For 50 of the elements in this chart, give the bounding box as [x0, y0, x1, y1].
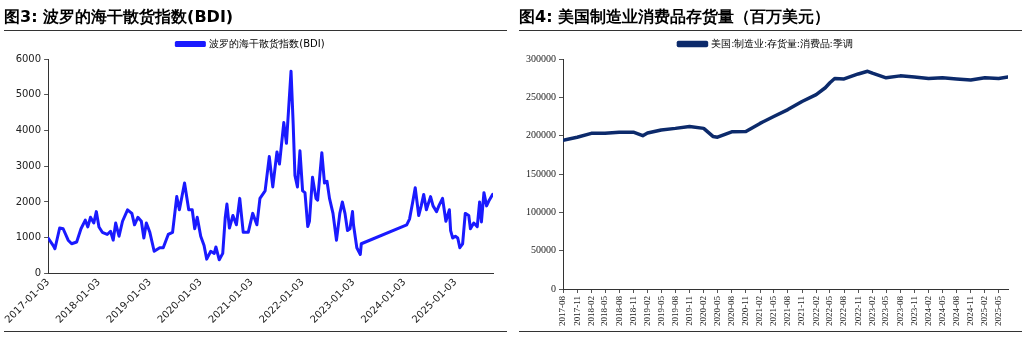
x-tick-label: 2020-08 [726, 295, 737, 326]
x-tick-label: 2023-05 [880, 295, 891, 326]
y-tick-label: 3000 [15, 159, 42, 171]
y-tick-label: 4000 [15, 124, 42, 136]
x-tick-label: 2018-08 [613, 295, 624, 326]
y-tick-label: 0 [551, 282, 556, 294]
x-tick-label: 2019-08 [669, 295, 680, 326]
x-tick-label: 2021-11 [796, 296, 807, 326]
legend-label: 波罗的海干散货指数(BDI) [209, 37, 325, 49]
x-tick-label: 2024-11 [965, 296, 976, 326]
y-tick-label: 300000 [526, 52, 556, 64]
x-tick-label: 2022-05 [824, 295, 835, 326]
x-tick-label: 2021-08 [782, 295, 793, 326]
x-tick-label: 2022-08 [838, 295, 849, 326]
x-tick-label: 2018-05 [599, 295, 610, 326]
x-tick-label: 2017-11 [571, 296, 582, 326]
y-tick-label: 1000 [15, 231, 42, 243]
x-tick-label: 2018-11 [627, 296, 638, 326]
chart-title: 图4: 美国制造业消费品存货量（百万美元） [519, 4, 1022, 31]
y-tick-label: 100000 [526, 205, 556, 217]
x-tick-label: 2025-02 [979, 296, 990, 326]
legend-label: 美国:制造业:存货量:消费品:季调 [711, 37, 853, 49]
x-tick-label: 2022-11 [852, 296, 863, 326]
x-tick-label: 2017-08 [557, 295, 568, 326]
y-tick-label: 2000 [15, 195, 42, 207]
x-tick-label: 2023-02 [866, 296, 877, 326]
x-tick-label: 2021-02 [754, 296, 765, 326]
x-tick-label: 2024-05 [936, 295, 947, 326]
x-tick-label: 2019-11 [683, 296, 694, 326]
y-tick-label: 250000 [526, 90, 556, 102]
x-tick-label: 2020-05 [711, 295, 722, 326]
x-tick-label: 2024-02 [922, 296, 933, 326]
chart-title: 图3: 波罗的海干散货指数(BDI) [4, 4, 507, 31]
y-tick-label: 5000 [15, 88, 42, 100]
x-tick-label: 2022-02 [810, 296, 821, 326]
x-tick-label: 2021-05 [768, 295, 779, 326]
x-tick-label: 2023-08 [894, 295, 905, 326]
y-tick-label: 0 [34, 267, 42, 279]
y-tick-label: 6000 [15, 52, 42, 64]
y-tick-label: 50000 [531, 244, 556, 256]
x-tick-label: 2025-05 [992, 295, 1003, 326]
y-tick-label: 200000 [526, 129, 556, 141]
x-tick-label: 2024-08 [950, 295, 961, 326]
x-tick-label: 2019-02 [641, 296, 652, 326]
x-tick-label: 2018-02 [585, 296, 596, 326]
x-tick-label: 2023-11 [908, 296, 919, 326]
x-tick-label: 2020-11 [740, 296, 751, 326]
x-tick-label: 2019-05 [655, 295, 666, 326]
x-tick-label: 2020-02 [698, 296, 709, 326]
y-tick-label: 150000 [526, 167, 556, 179]
